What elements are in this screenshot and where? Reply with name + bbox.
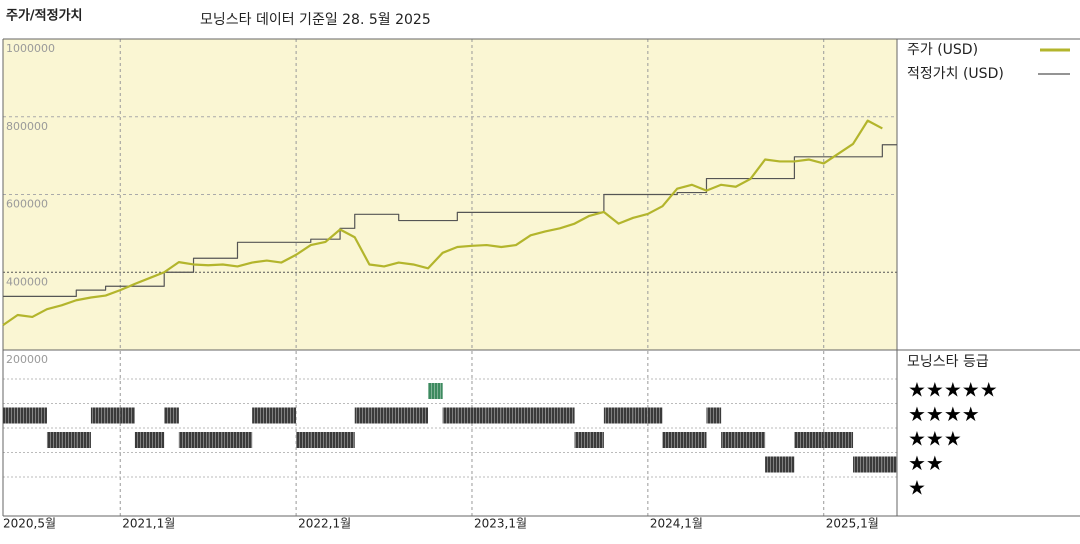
x-tick-label: 2023,1월	[474, 517, 527, 531]
rating-label: ★	[908, 476, 926, 500]
rating-bar	[325, 432, 341, 448]
rating-bar	[765, 456, 780, 473]
rating-bar	[823, 432, 839, 448]
chart-subtitle: 모닝스타 데이터 기준일 28. 5월 2025	[200, 12, 431, 28]
y-tick-label: 800000	[6, 120, 48, 133]
rating-bar	[721, 432, 736, 448]
rating-bar	[222, 432, 238, 448]
rating-bar	[164, 407, 179, 424]
rating-bar	[633, 407, 648, 424]
rating-bar	[735, 432, 751, 448]
rating-bar	[706, 407, 722, 424]
rating-bar	[853, 456, 868, 473]
rating-bar	[105, 407, 121, 424]
rating-bar	[340, 432, 355, 448]
rating-bar	[208, 432, 223, 448]
rating-bar	[589, 432, 604, 448]
rating-bar	[384, 407, 399, 424]
rating-bar	[76, 432, 91, 448]
rating-label: ★★	[908, 451, 944, 475]
rating-bar	[779, 456, 795, 473]
rating-bar	[237, 432, 253, 448]
y-tick-label: 200000	[6, 353, 48, 366]
rating-bar	[281, 407, 297, 424]
rating-bar	[3, 407, 18, 424]
x-tick-label: 2025,1월	[826, 517, 879, 531]
rating-bar	[662, 432, 678, 448]
x-tick-label: 2020,5월	[3, 517, 56, 531]
rating-bar	[266, 407, 282, 424]
rating-bar	[149, 432, 165, 448]
rating-bar	[809, 432, 824, 448]
rating-bar	[647, 407, 663, 424]
rating-bar	[46, 432, 62, 448]
chart-title: 주가/적정가치	[6, 8, 83, 24]
rating-bar	[296, 432, 311, 448]
series-line	[3, 144, 897, 297]
x-tick-label: 2021,1월	[122, 517, 175, 531]
rating-bar	[398, 407, 414, 424]
series-line	[2, 119, 883, 327]
rating-bar	[677, 432, 692, 448]
rating-bar	[120, 407, 135, 424]
legend-label: 적정가치 (USD)	[907, 66, 1004, 82]
rating-bar	[310, 432, 326, 448]
rating-bar	[574, 432, 590, 448]
rating-bar	[457, 407, 472, 424]
ratings-title: 모닝스타 등급	[907, 354, 989, 370]
legend-label: 주가 (USD)	[907, 42, 978, 58]
rating-bar	[867, 456, 883, 473]
rating-bar	[603, 407, 619, 424]
rating-bar	[32, 407, 47, 424]
rating-bar	[61, 432, 77, 448]
rating-bar	[354, 407, 370, 424]
rating-bar	[794, 432, 810, 448]
y-tick-label: 600000	[6, 198, 48, 211]
rating-label: ★★★	[908, 427, 962, 451]
rating-bar	[413, 407, 429, 424]
y-tick-label: 400000	[6, 275, 48, 288]
rating-label: ★★★★	[908, 402, 980, 426]
rating-bar	[515, 407, 531, 424]
rating-bar	[486, 407, 502, 424]
rating-bar	[691, 432, 707, 448]
rating-bar	[471, 407, 487, 424]
rating-bar	[545, 407, 560, 424]
x-tick-label: 2024,1월	[650, 517, 703, 531]
rating-label: ★★★★★	[908, 378, 998, 402]
rating-bar	[750, 432, 766, 448]
y-tick-label: 1000000	[6, 42, 55, 55]
rating-bar	[838, 432, 854, 448]
rating-bar	[134, 432, 150, 448]
rating-bar	[193, 432, 209, 448]
rating-bar	[559, 407, 575, 424]
rating-bar	[882, 456, 897, 473]
rating-bar	[530, 407, 546, 424]
rating-bar	[252, 407, 267, 424]
x-tick-label: 2022,1월	[298, 517, 351, 531]
rating-bar	[178, 432, 194, 448]
rating-bar	[442, 407, 458, 424]
rating-bar	[501, 407, 516, 424]
rating-bar	[90, 407, 106, 424]
rating-bar	[618, 407, 634, 424]
rating-bar	[17, 407, 33, 424]
rating-bar	[369, 407, 385, 424]
rating-bar	[428, 383, 443, 399]
